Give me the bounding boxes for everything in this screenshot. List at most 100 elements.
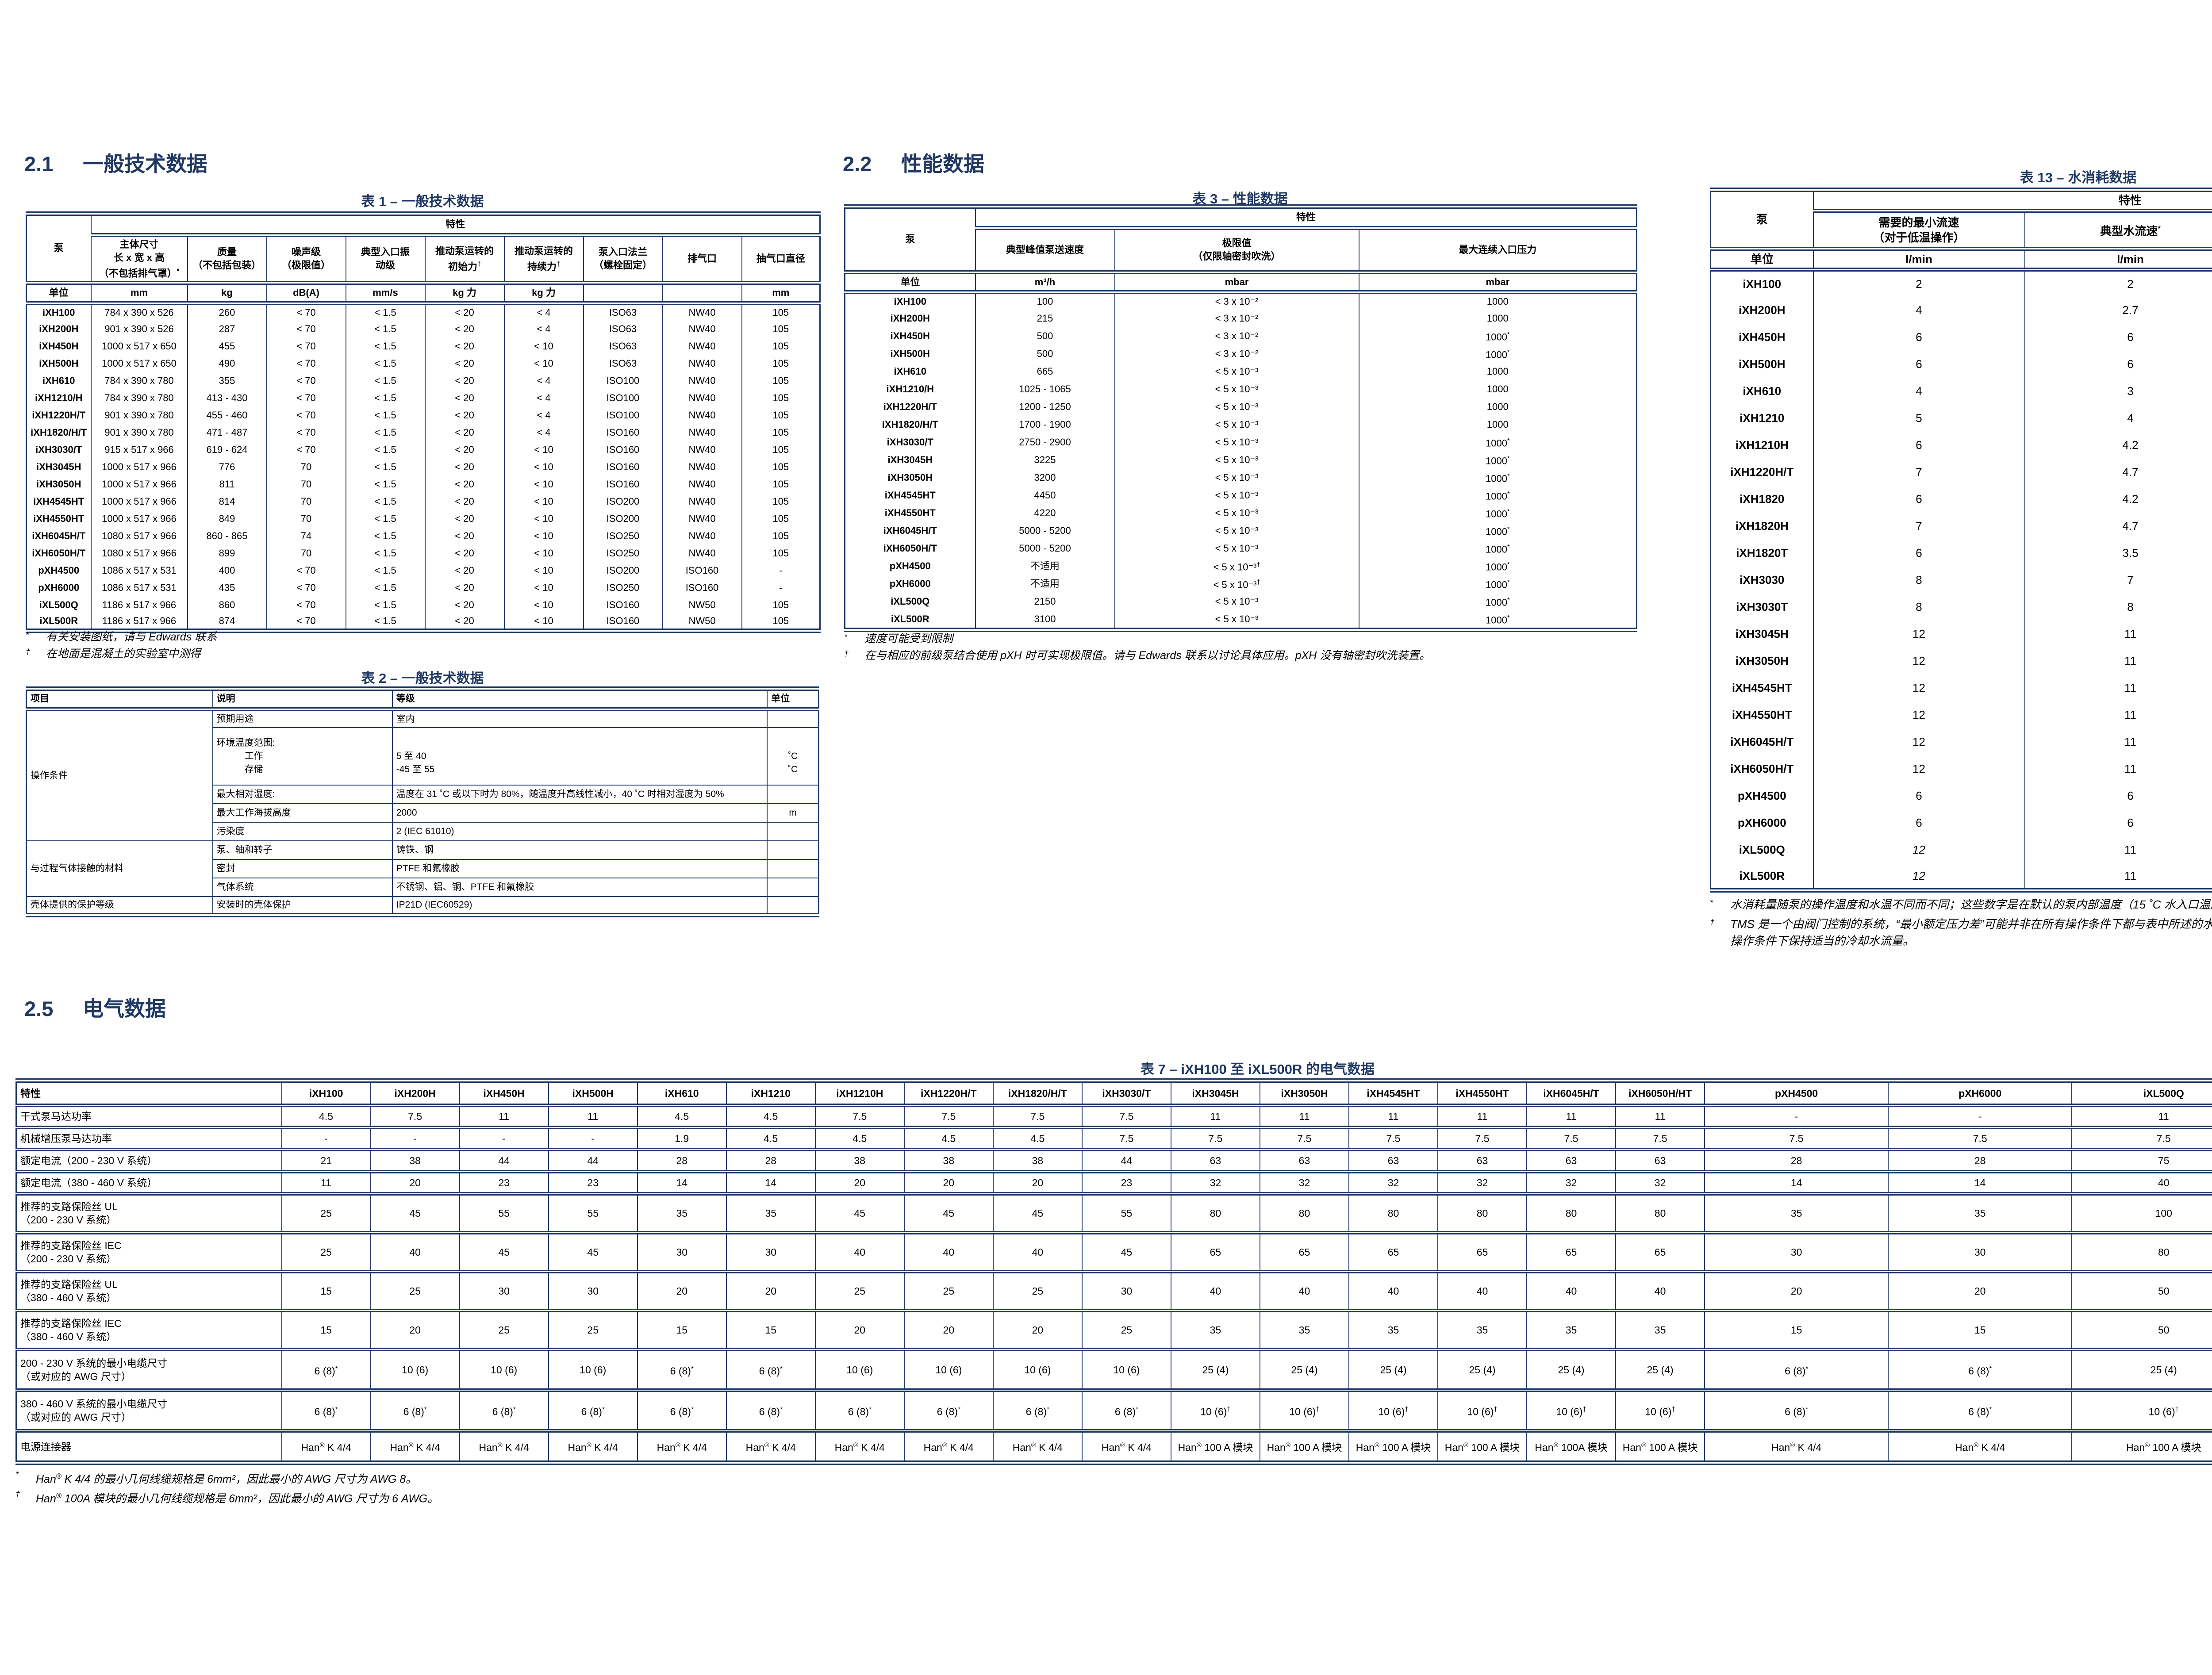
data-cell: 45 [1081, 1233, 1171, 1273]
data-cell: 1086 x 517 x 531 [90, 562, 188, 579]
pump-name-cell: iXH6050H/T [844, 540, 976, 557]
data-cell: 11 [1170, 1105, 1260, 1129]
data-cell: 25 (4) [1259, 1349, 1349, 1392]
unit-cell: m³/h [975, 272, 1115, 294]
data-cell: 70 [266, 510, 346, 528]
data-cell: 38 [814, 1150, 905, 1173]
data-cell: 105 [741, 424, 821, 441]
data-cell: 665 [975, 363, 1115, 380]
data-cell: NW40 [662, 389, 742, 407]
data-cell: 7.5 [992, 1105, 1083, 1129]
row-label-cell: 380 - 460 V 系统的最小电缆尺寸 （或对应的 AWG 尺寸） [15, 1390, 282, 1433]
footnote-mark: † [26, 648, 31, 656]
data-cell: 15 [637, 1311, 727, 1351]
data-cell: 11 [2024, 674, 2212, 701]
data-cell: < 70 [266, 613, 346, 631]
data-cell: 6 (8)* [459, 1390, 549, 1433]
data-cell: 75 [2071, 1150, 2212, 1173]
data-cell: 45 [992, 1194, 1083, 1234]
data-cell: 11 [1348, 1105, 1439, 1129]
pump-name-cell: iXH1210/H [26, 389, 92, 407]
data-cell: - [741, 579, 821, 597]
row-label-cell: 电源连接器 [15, 1431, 282, 1463]
data-cell: Han® 100 A 模块 [1259, 1431, 1349, 1463]
data-cell: < 70 [266, 579, 346, 597]
data-cell: < 1.5 [345, 493, 426, 510]
data-cell: 7 [1813, 458, 2025, 486]
data-cell: 45 [370, 1194, 460, 1234]
data-cell: < 1.5 [345, 389, 426, 407]
data-cell: 8 [1813, 566, 2025, 594]
pump-column-header: iXH1220H/T [903, 1081, 994, 1107]
footnote: * 水消耗量随泵的操作温度和水温不同而不同；这些数字是在默认的泵内部温度（15 … [1710, 896, 2212, 913]
data-cell: 15 [281, 1311, 371, 1351]
data-cell: ISO200 [583, 493, 663, 510]
data-cell: - [281, 1127, 371, 1151]
data-cell: 500 [975, 345, 1115, 363]
data-cell: 2 [1813, 269, 2025, 297]
pump-name-cell: iXH450H [844, 327, 976, 345]
data-cell: 30 [726, 1233, 816, 1273]
pump-name-cell: iXH3050H [844, 469, 976, 487]
data-cell: Han® 100 A 模块 [1615, 1431, 1705, 1463]
data-cell: ISO63 [583, 320, 663, 338]
pump-column-header: iXH3050H [1259, 1081, 1349, 1107]
column-header: 质量 （不包括包装） [187, 235, 267, 285]
data-cell: 619 - 624 [187, 441, 267, 459]
pump-name-cell: iXH6045H/T [844, 522, 976, 540]
pump-name-cell: iXH1820H [1710, 512, 1814, 540]
pump-column-header: iXH1210H [814, 1081, 905, 1107]
column-header: 泵入口法兰 （螺栓固定） [583, 235, 663, 285]
data-cell: 4.5 [903, 1127, 994, 1151]
data-cell: 38 [903, 1150, 994, 1173]
pump-name-cell: iXL500R [26, 613, 92, 631]
data-cell: 1080 x 517 x 966 [90, 544, 188, 562]
data-cell: 25 [370, 1272, 460, 1312]
pump-column-header: iXH610 [637, 1081, 727, 1107]
data-cell: 105 [741, 320, 821, 338]
unit-cell [662, 283, 742, 305]
data-cell: - [459, 1127, 549, 1151]
pump-name-cell: iXH1210H [1710, 431, 1814, 459]
data-cell: < 70 [266, 562, 346, 579]
data-cell: 11 [2024, 701, 2212, 728]
data-cell: 6 [2024, 323, 2212, 351]
data-cell: 1000 [1358, 380, 1637, 398]
data-cell: 105 [741, 458, 821, 476]
data-cell: Han® K 4/4 [1888, 1431, 2073, 1463]
data-cell: 105 [741, 475, 821, 493]
unit-cell: m [767, 803, 819, 823]
data-cell: ISO160 [662, 579, 742, 597]
data-cell: 3100 [975, 610, 1115, 630]
data-cell: ISO100 [583, 389, 663, 407]
data-cell: < 20 [424, 406, 505, 424]
pump-column-header: iXH450H [459, 1081, 549, 1107]
data-cell: 25 [814, 1272, 905, 1312]
pump-name-cell: pXH4500 [1710, 782, 1814, 809]
pump-name-cell: iXL500R [1710, 863, 1814, 890]
data-cell: 105 [741, 596, 821, 614]
pump-name-cell: iXH3030/T [844, 433, 976, 451]
data-cell: 6 [1813, 431, 2025, 459]
data-cell: - [548, 1127, 638, 1151]
column-header: 典型入口振 动级 [345, 235, 426, 285]
pump-name-cell: iXH500H [1710, 350, 1814, 378]
data-cell: 1200 - 1250 [975, 398, 1115, 416]
pump-name-cell: iXH6050H/T [1710, 755, 1814, 782]
data-cell: < 10 [503, 510, 584, 528]
data-cell: 65 [1615, 1233, 1705, 1273]
data-cell: 30 [1704, 1233, 1889, 1273]
units-row-label: 单位 [1710, 249, 1814, 272]
table13-footnotes: * 水消耗量随泵的操作温度和水温不同而不同；这些数字是在默认的泵内部温度（15 … [1710, 896, 2212, 949]
data-cell: 215 [975, 310, 1115, 327]
column-header: 说明 [212, 688, 393, 711]
data-cell: < 1.5 [345, 424, 426, 441]
data-cell: ISO160 [583, 424, 663, 441]
data-cell: 28 [1888, 1150, 2073, 1173]
data-cell: 25 [548, 1311, 638, 1351]
unit-cell: mbar [1114, 272, 1359, 294]
pump-name-cell: pXH4500 [26, 562, 92, 579]
data-cell: 65 [1348, 1233, 1439, 1273]
data-cell: 814 [187, 493, 267, 510]
description-cell: 最大相对湿度: [212, 785, 393, 804]
